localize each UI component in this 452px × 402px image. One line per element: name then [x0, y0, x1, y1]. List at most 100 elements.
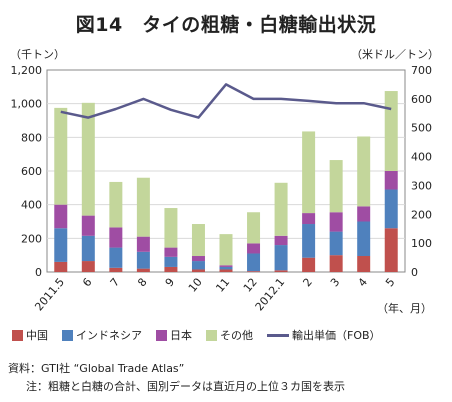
x-axis-label: （年、月）: [377, 301, 432, 315]
bar-japan: [81, 215, 95, 236]
legend-swatch-other: [206, 329, 217, 341]
bar-japan: [219, 265, 233, 267]
bar-china: [274, 270, 288, 272]
chart-area: 0 200 400 600 800 1,000 1,200 0 100 200 300 400 500 6…: [11, 64, 433, 315]
bar-china: [219, 269, 233, 272]
x-tick-label: 2011.5: [32, 276, 67, 314]
right-tick-label: 100: [411, 237, 432, 250]
bar-indonesia: [329, 231, 343, 256]
bar-japan: [54, 204, 68, 229]
bar-china: [81, 261, 95, 272]
x-tick-label: 2: [300, 276, 314, 290]
right-tick-label: 0: [411, 266, 418, 279]
chart-legend: 中国 インドネシア 日本 その他 輸出単価（FOB）: [12, 327, 442, 343]
right-tick-label: 700: [411, 64, 432, 77]
chart-title: 図14 タイの粗糖・白糖輸出状況: [75, 14, 377, 36]
bar-japan: [247, 243, 261, 254]
x-tick-label: 9: [163, 276, 177, 290]
left-tick-label: 200: [21, 232, 42, 245]
bar-japan: [329, 212, 343, 232]
bar-japan: [136, 236, 150, 252]
bar-japan: [191, 256, 205, 262]
legend-label-indonesia: インドネシア: [76, 329, 142, 342]
footnote: 注：粗糖と白糖の合計、国別データは直近月の上位３カ国を表示: [26, 380, 345, 393]
legend-item-china: 中国: [12, 327, 48, 343]
bar-china: [136, 268, 150, 272]
bar-japan: [357, 206, 371, 222]
right-axis-unit: （米ドル／トン）: [351, 48, 439, 61]
bar-japan: [164, 247, 178, 257]
bar-indonesia: [247, 253, 261, 272]
bar-indonesia: [54, 228, 68, 262]
bar-indonesia: [164, 256, 178, 267]
x-tick-label: 4: [356, 276, 370, 290]
bar-other: [219, 234, 233, 266]
source-note: 資料：GTI社 “Global Trade Atlas”: [8, 362, 185, 375]
x-tick-label: 11: [213, 276, 232, 295]
legend-label-china: 中国: [26, 329, 48, 342]
left-tick-label: 600: [21, 165, 42, 178]
legend-item-unit-price: 輸出単価（FOB）: [267, 327, 381, 343]
x-tick-label: 3: [328, 276, 342, 290]
bar-china: [384, 228, 398, 272]
left-tick-label: 0: [35, 266, 42, 279]
bar-other: [191, 224, 205, 257]
bar-other: [54, 107, 68, 205]
x-tick-label: 8: [135, 276, 149, 290]
bar-japan: [274, 235, 288, 246]
left-tick-label: 800: [21, 131, 42, 144]
bar-other: [247, 212, 261, 244]
left-tick-label: 400: [21, 199, 42, 212]
x-tick-label: 10: [186, 276, 205, 295]
bar-indonesia: [109, 247, 123, 268]
bar-other: [274, 182, 288, 236]
bar-other: [164, 208, 178, 248]
bar-indonesia: [302, 224, 316, 258]
bar-other: [109, 181, 123, 228]
right-tick-label: 600: [411, 93, 432, 106]
bar-japan: [384, 171, 398, 190]
bar-indonesia: [191, 261, 205, 270]
legend-label-japan: 日本: [170, 329, 192, 342]
bar-china: [54, 261, 68, 272]
bar-china: [109, 267, 123, 272]
x-tick-label: 5: [383, 276, 397, 290]
bar-other: [384, 91, 398, 171]
left-axis-unit: （千トン）: [10, 48, 65, 61]
bar-other: [81, 102, 95, 216]
legend-swatch-unit-price: [267, 333, 289, 337]
legend-label-unit-price: 輸出単価（FOB）: [292, 329, 381, 342]
bar-indonesia: [274, 245, 288, 271]
left-tick-label: 1,200: [11, 64, 43, 77]
x-tick-label: 2012.1: [253, 276, 288, 314]
bar-china: [302, 257, 316, 272]
right-tick-label: 500: [411, 122, 432, 135]
legend-label-other: その他: [220, 329, 253, 342]
bar-indonesia: [81, 235, 95, 262]
x-tick-label: 12: [241, 276, 260, 295]
bar-indonesia: [219, 266, 233, 270]
legend-swatch-china: [12, 329, 23, 341]
left-tick-label: 1,000: [11, 98, 43, 111]
bar-other: [329, 160, 343, 213]
bar-other: [357, 136, 371, 207]
legend-swatch-japan: [156, 329, 167, 341]
bar-china: [357, 256, 371, 272]
bar-other: [302, 131, 316, 214]
x-tick-label: 7: [108, 276, 122, 290]
bar-japan: [302, 213, 316, 225]
right-tick-label: 400: [411, 151, 432, 164]
bar-china: [164, 266, 178, 272]
x-tick-label: 6: [80, 276, 94, 290]
bar-china: [247, 271, 261, 272]
bar-other: [136, 177, 150, 237]
legend-swatch-indonesia: [62, 329, 73, 341]
bar-china: [191, 269, 205, 272]
unit-price-line: [60, 83, 392, 119]
legend-item-other: その他: [206, 327, 253, 343]
bar-japan: [109, 227, 123, 248]
right-tick-label: 300: [411, 179, 432, 192]
bar-indonesia: [357, 221, 371, 257]
bar-indonesia: [384, 189, 398, 229]
legend-item-japan: 日本: [156, 327, 192, 343]
